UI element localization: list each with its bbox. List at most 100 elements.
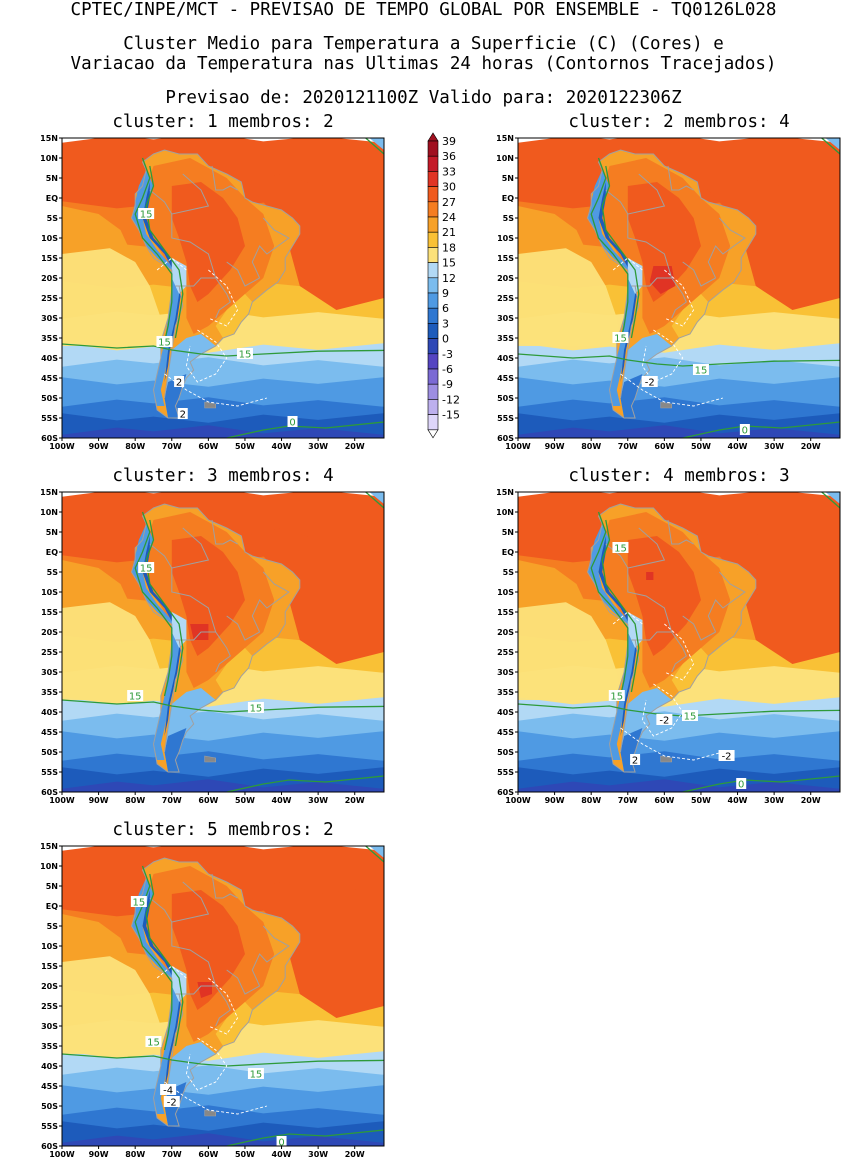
contour-label: 15 [681, 710, 698, 723]
andes-high [142, 890, 181, 1098]
y-tick-label: 15N [40, 842, 58, 851]
contour-label: -4 [160, 1084, 177, 1097]
pacific-cool [518, 600, 621, 700]
x-tick-label: 90W [545, 796, 565, 805]
colorbar-swatch [427, 262, 439, 279]
y-tick-label: 55S [497, 768, 514, 777]
y-tick-label: 35S [497, 334, 514, 343]
x-tick-label: 60W [654, 796, 674, 805]
x-tick-label: 80W [125, 1150, 145, 1157]
x-tick-label: 80W [581, 442, 601, 451]
contour-label: 15 [612, 332, 629, 345]
header-line-3: Variacao da Temperatura nas Ultimas 24 h… [70, 54, 777, 74]
y-tick-label: 60S [497, 788, 514, 797]
pacific-mid [62, 206, 128, 254]
y-tick-label: 20S [41, 628, 58, 637]
x-tick-label: 80W [125, 442, 145, 451]
x-tick-label: 20W [801, 442, 821, 451]
y-tick-label: 50S [497, 394, 514, 403]
colorbar-swatch [427, 399, 439, 415]
contour-label: 15 [608, 690, 625, 703]
x-tick-label: 40W [728, 442, 748, 451]
svg-text:0: 0 [738, 780, 744, 791]
svg-text:-2: -2 [659, 716, 669, 727]
y-tick-label: 50S [41, 748, 58, 757]
colorbar-swatch [427, 353, 439, 370]
y-tick-label: 15N [496, 134, 514, 143]
x-tick-label: 30W [764, 796, 784, 805]
altiplano [627, 612, 643, 648]
patagonia-south [164, 728, 187, 772]
svg-text:15: 15 [158, 338, 171, 349]
contour-label: 0 [287, 416, 298, 429]
y-tick-label: 35S [41, 688, 58, 697]
contour-label: 0 [739, 424, 750, 437]
colorbar-label: 33 [442, 165, 456, 178]
colorbar-swatch [427, 307, 439, 324]
y-tick-label: 5S [47, 922, 59, 931]
warm-atlantic [245, 528, 384, 664]
svg-text:15: 15 [250, 704, 263, 715]
corner-cool [369, 138, 384, 150]
country-borders [586, 149, 757, 419]
x-tick-label: 40W [728, 796, 748, 805]
country-borders [130, 857, 301, 1127]
y-tick-label: 20S [41, 982, 58, 991]
contour-label: 15 [127, 690, 144, 703]
colorbar-swatch [427, 323, 439, 339]
y-tick-label: 10N [40, 508, 58, 517]
x-tick-label: 100W [49, 442, 75, 451]
colorbar-label: 27 [442, 196, 456, 209]
patagonia-south [620, 728, 643, 772]
corner-cool [369, 846, 384, 858]
y-tick-label: 5S [503, 214, 515, 223]
dashed-contours [612, 611, 724, 761]
dashed-contours [612, 257, 724, 407]
x-tick-label: 90W [89, 796, 109, 805]
ocean-band [518, 779, 840, 792]
x-tick-label: 70W [162, 1150, 182, 1157]
y-tick-label: 10S [41, 942, 58, 951]
contour-label: 15 [612, 542, 629, 555]
contour-15 [518, 138, 840, 438]
y-tick-label: 5S [47, 214, 59, 223]
contour-label: -2 [163, 1096, 180, 1109]
colorbar-swatch [427, 368, 439, 385]
svg-text:0: 0 [289, 418, 295, 429]
land-hot [627, 536, 701, 656]
svg-text:15: 15 [250, 1070, 263, 1081]
colorbar-label: 0 [442, 333, 449, 346]
y-tick-label: 40S [497, 708, 514, 717]
svg-text:-2: -2 [722, 752, 732, 763]
altiplano [171, 258, 187, 294]
y-tick-label: EQ [46, 194, 58, 203]
svg-text:15: 15 [695, 366, 708, 377]
colorbar-label: 36 [442, 150, 456, 163]
y-tick-label: 50S [497, 748, 514, 757]
andes [587, 170, 636, 406]
x-tick-label: 30W [308, 1150, 328, 1157]
x-tick-label: 60W [198, 1150, 218, 1157]
x-tick-label: 100W [49, 1150, 75, 1157]
svg-text:2: 2 [180, 410, 186, 421]
frame [61, 491, 385, 793]
andes [131, 524, 180, 760]
y-tick-label: 5N [46, 528, 58, 537]
ocean-band [62, 425, 384, 438]
y-tick-label: 25S [41, 1002, 58, 1011]
colorbar-label: 15 [442, 257, 456, 270]
map-content: 15 15 15 -4-2 0 [62, 846, 384, 1146]
ocean-band [62, 779, 384, 792]
colorbar-label: -15 [442, 409, 460, 422]
y-tick-label: 60S [41, 1142, 58, 1151]
x-tick-label: 30W [308, 442, 328, 451]
svg-text:0: 0 [742, 426, 748, 437]
header-line-2: Cluster Medio para Temperatura a Superfi… [123, 34, 724, 54]
x-tick-label: 20W [345, 1150, 365, 1157]
y-tick-label: 15S [497, 254, 514, 263]
y-tick-label: 35S [41, 334, 58, 343]
x-tick-label: 60W [198, 796, 218, 805]
patagonia-south [620, 374, 643, 418]
colorbar-label: -3 [442, 348, 453, 361]
